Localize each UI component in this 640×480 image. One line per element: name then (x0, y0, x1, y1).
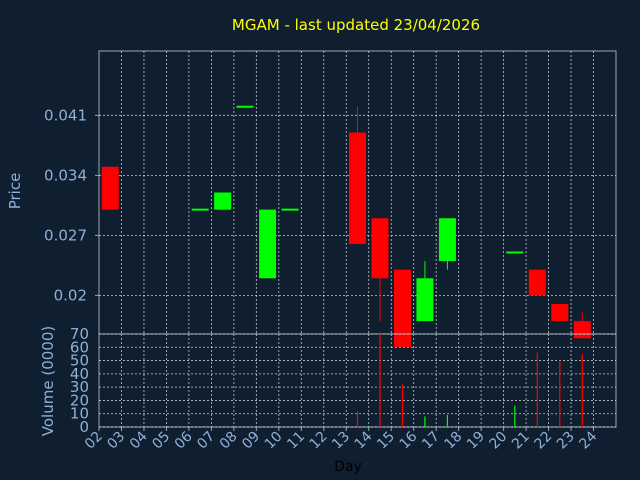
x-tick-label: 15 (374, 429, 398, 453)
x-tick-label: 10 (262, 429, 286, 453)
x-tick-label: 21 (509, 429, 533, 453)
candle-body (214, 192, 232, 210)
x-tick-label: 05 (149, 429, 173, 453)
volume-tick-label: 10 (70, 405, 89, 423)
volume-axis-label: Volume (0000) (39, 326, 57, 436)
price-panel: 0.041 0.034 0.027 0.02 (44, 50, 617, 347)
x-tick-label: 18 (442, 429, 466, 453)
price-tick-label: 0.041 (44, 106, 87, 124)
volume-panel: 0102030405060700203040506070809101112131… (70, 325, 617, 453)
volume-tick-label: 40 (70, 365, 89, 383)
volume-tick-label: 30 (70, 378, 89, 396)
volume-tick-label: 20 (70, 391, 89, 409)
volume-tick-label: 70 (70, 325, 89, 343)
price-tick-label: 0.027 (44, 226, 87, 244)
x-tick-label: 07 (194, 429, 218, 453)
volume-tick-label: 60 (70, 338, 89, 356)
volume-tick-label: 0 (79, 418, 89, 436)
x-tick-label: 19 (464, 429, 488, 453)
candle-body (349, 132, 366, 244)
volume-tick-label: 50 (70, 352, 89, 370)
x-tick-label: 16 (397, 428, 421, 452)
candle-body (259, 209, 277, 279)
price-tick-label: 0.02 (54, 286, 87, 304)
x-tick-label: 06 (172, 428, 196, 452)
x-tick-label: 12 (307, 429, 331, 453)
x-axis-label: Day (334, 459, 362, 475)
x-tick-label: 20 (487, 429, 511, 453)
candle-body (573, 321, 591, 339)
x-tick-label: 24 (576, 428, 600, 452)
price-tick-label: 0.034 (44, 166, 87, 184)
x-tick-label: 08 (217, 429, 241, 453)
x-tick-label: 14 (352, 428, 376, 452)
x-tick-label: 09 (239, 429, 263, 453)
x-tick-label: 13 (329, 429, 353, 453)
candle-body (371, 218, 389, 279)
x-tick-label: 17 (419, 429, 443, 453)
candle-body (416, 278, 434, 322)
candle-body (438, 218, 456, 262)
candle-body (551, 303, 569, 322)
x-tick-label: 22 (531, 429, 555, 453)
x-tick-label: 04 (127, 428, 151, 452)
x-tick-label: 03 (104, 429, 128, 453)
candle-body (393, 269, 411, 347)
x-tick-label: 23 (554, 429, 578, 453)
candle-body (101, 166, 119, 210)
chart-title: MGAM - last updated 23/04/2026 (232, 16, 480, 34)
x-tick-label: 11 (284, 429, 308, 453)
price-axis-label: Price (6, 173, 24, 210)
candle-body (528, 269, 546, 296)
